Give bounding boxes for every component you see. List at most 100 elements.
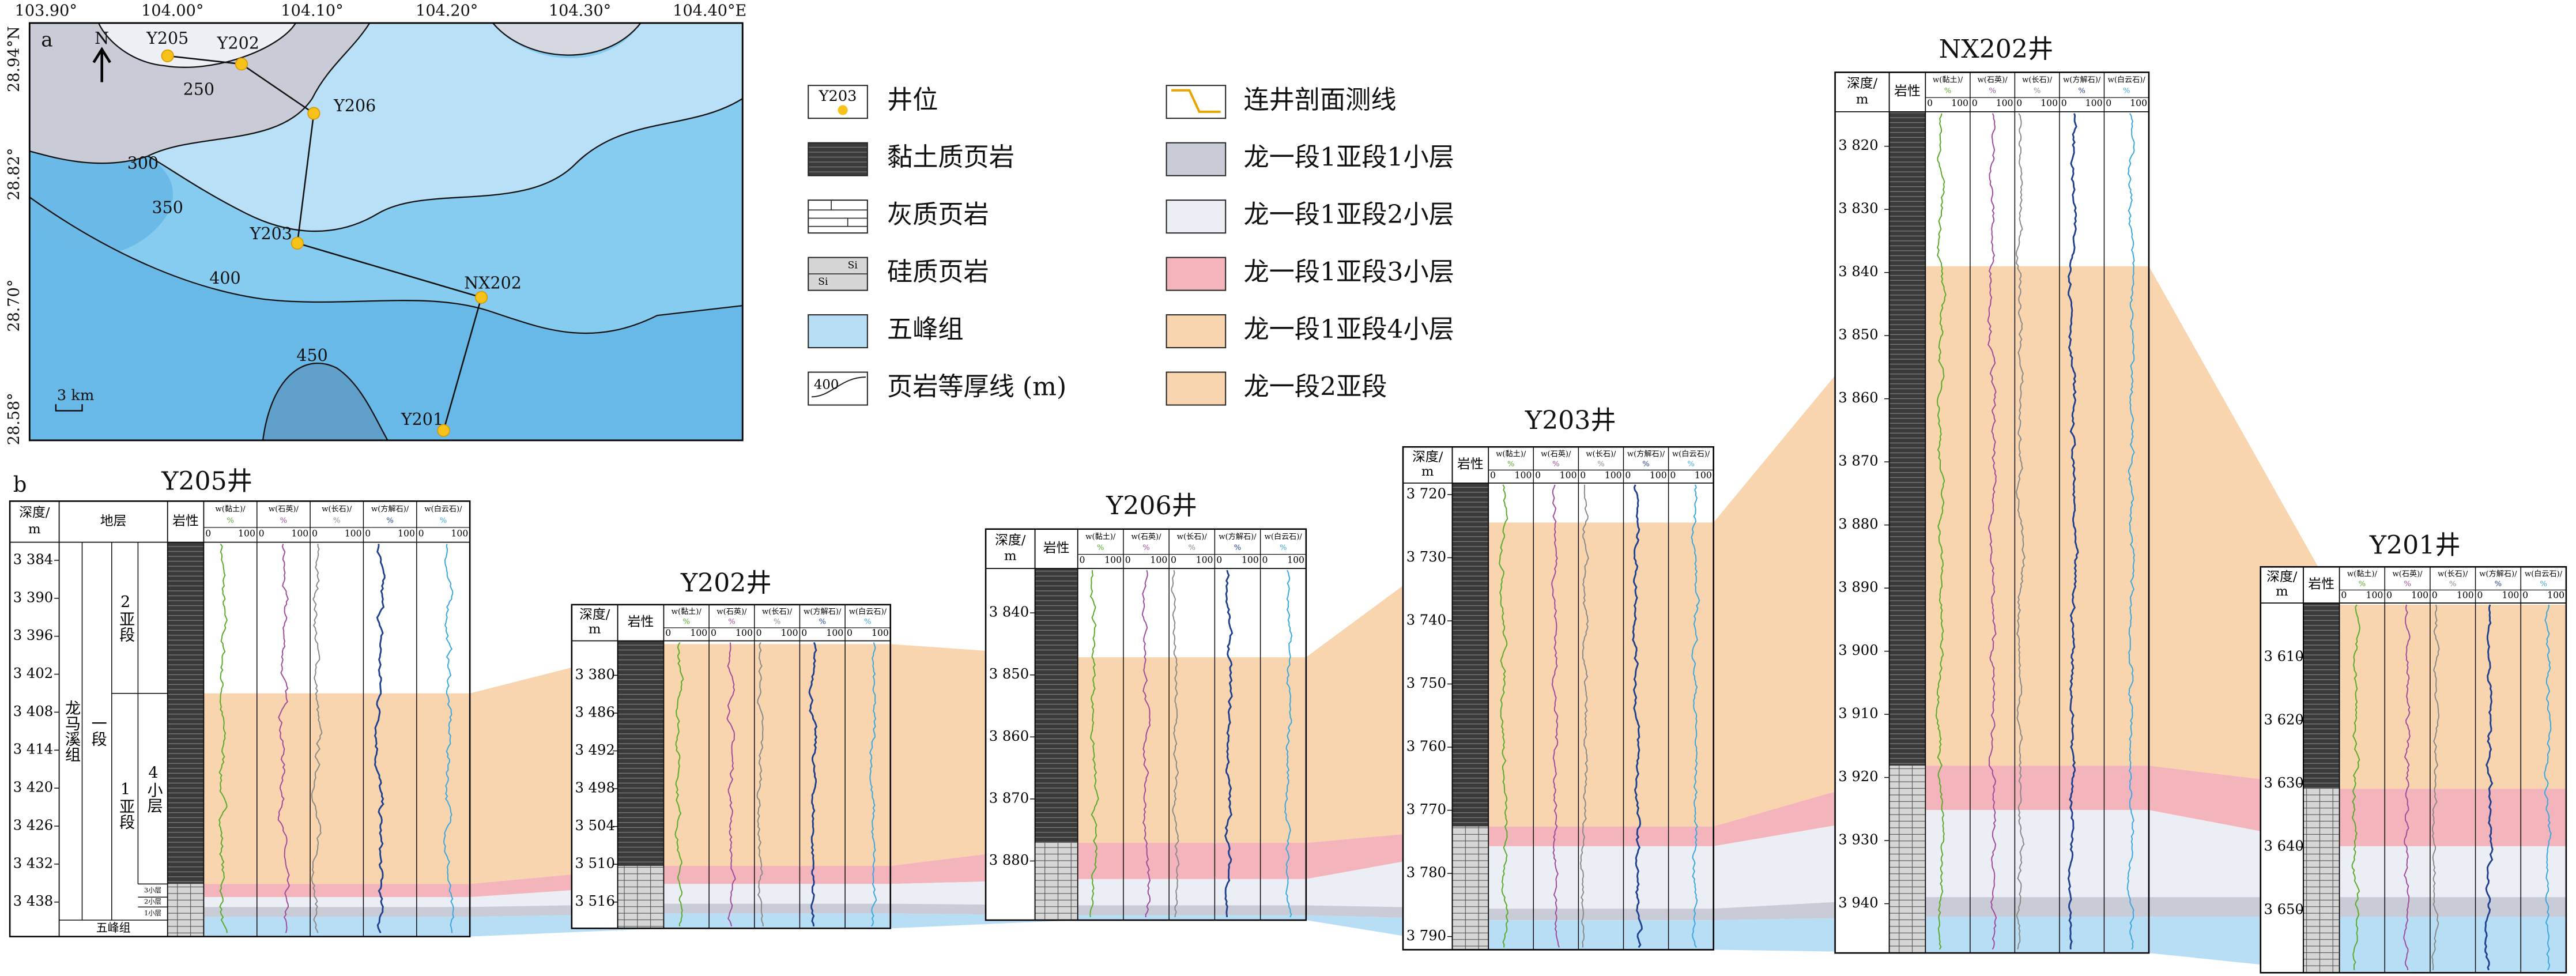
legend-swatch — [1166, 314, 1227, 349]
legend-swatch — [808, 314, 868, 349]
legend-swatch — [808, 142, 868, 176]
column-header: % — [2123, 87, 2130, 96]
log-curve — [277, 544, 290, 933]
depth-tick-label: 3 486 — [575, 704, 615, 720]
stratigraphic-band — [203, 266, 2566, 884]
header-bg — [1835, 72, 2149, 112]
scale-label: 0 — [711, 627, 716, 638]
log-curve — [374, 544, 386, 933]
legend-label: 页岩等厚线 (m) — [887, 372, 1066, 402]
depth-tick-label: 3 510 — [575, 856, 615, 872]
header: 岩性 — [172, 514, 199, 529]
scale-label: 0 — [259, 527, 265, 538]
legend-item: 灰质页岩 — [808, 199, 989, 234]
column-header: w(长石)/ — [2438, 569, 2468, 578]
column-header: % — [280, 517, 287, 525]
well-marker — [291, 236, 304, 250]
scale-label: 100 — [1996, 97, 2013, 108]
scale-label: 100 — [1605, 469, 1622, 480]
strata-label: 4小层 — [145, 764, 163, 813]
label: Y201 — [401, 410, 443, 429]
legend-symbol — [838, 105, 848, 115]
lithology — [1452, 483, 1489, 827]
header: 岩性 — [2308, 577, 2334, 592]
stratigraphic-band — [203, 913, 2566, 973]
depth-tick-label: 3 414 — [13, 741, 53, 758]
depth-tick-label: 3 890 — [1838, 579, 1878, 596]
column-header: % — [1597, 460, 1604, 469]
scale-label: 0 — [1490, 469, 1496, 480]
column-header: w(石英)/ — [2393, 569, 2423, 578]
label: 104.30° — [549, 2, 611, 20]
strata-label: 1小层 — [144, 909, 161, 917]
well-frame — [1834, 71, 2150, 954]
depth-tick-label: 3 830 — [1838, 201, 1878, 217]
label: Y202 — [217, 33, 259, 52]
legend-label: 龙一段1亚段4小层 — [1244, 315, 1454, 344]
column-header: w(长石)/ — [322, 504, 352, 514]
log-curve — [2484, 604, 2494, 971]
scale-label: 0 — [665, 627, 671, 638]
legend-item: 连井剖面测线 — [1166, 85, 1396, 119]
depth-tick-label: 3 432 — [13, 855, 53, 871]
depth-tick-label: 3 770 — [1406, 801, 1446, 817]
label: 250 — [183, 80, 214, 99]
well-frame — [1402, 446, 1714, 951]
depth-tick-label: 3 880 — [1838, 516, 1878, 532]
log-curve — [2015, 113, 2026, 950]
lithology — [617, 640, 664, 866]
column-header: w(石英)/ — [716, 607, 747, 616]
label: 104.40°E — [673, 2, 746, 20]
depth-tick-label: 3 492 — [575, 742, 615, 758]
depth-tick-label: 3 850 — [1838, 327, 1878, 343]
well-marker — [235, 58, 248, 71]
column-header: % — [1097, 544, 1104, 552]
depth-tick-label: 3 390 — [13, 589, 53, 605]
depth-tick-label: 3 498 — [575, 780, 615, 796]
column-header: w(白云石)/ — [2525, 569, 2563, 578]
label: 450 — [296, 346, 327, 365]
depth-tick-label: 3 438 — [13, 893, 53, 909]
column-header: w(白云石)/ — [849, 607, 887, 616]
label: 350 — [152, 198, 183, 217]
legend-swatch — [1166, 257, 1227, 291]
well-title: NX202井 — [1939, 35, 2054, 64]
log-curve — [443, 544, 455, 933]
log-curve — [2067, 113, 2079, 949]
header: 地层 — [100, 514, 127, 529]
strata-label: 一段 — [89, 715, 107, 747]
column-header: w(白云石)/ — [424, 504, 462, 514]
header-bg — [10, 501, 470, 542]
column-header: w(石英)/ — [269, 504, 299, 514]
scale-label: 0 — [1625, 469, 1631, 480]
log-curve — [756, 642, 764, 926]
legend-swatch — [808, 85, 868, 119]
lithology — [1035, 843, 1078, 921]
label: 28.94°N — [5, 26, 23, 92]
depth-tick-label: 3 930 — [1838, 832, 1878, 848]
scale-label: 0 — [1262, 554, 1268, 565]
well-title: Y206井 — [1106, 491, 1197, 521]
scale-label: 100 — [291, 527, 308, 538]
legend-label: 灰质页岩 — [887, 200, 989, 229]
label: NX202 — [464, 274, 522, 293]
legend-label: 龙一段1亚段3小层 — [1244, 258, 1454, 287]
column-header: % — [774, 617, 780, 626]
legend-symbol — [1171, 89, 1221, 113]
legend-symbol-text: 400 — [814, 377, 839, 392]
column-header: w(黏土)/ — [1496, 449, 1526, 458]
log-curve — [1224, 570, 1234, 918]
header: 深度/ — [579, 608, 610, 623]
label: 28.58° — [5, 393, 23, 445]
column-header: w(长石)/ — [1177, 532, 1208, 541]
depth-tick-label: 3 720 — [1406, 485, 1446, 502]
log-curve — [1935, 113, 1947, 950]
depth-tick-label: 3 610 — [2264, 649, 2303, 665]
legend-item: 龙一段1亚段1小层 — [1166, 142, 1454, 176]
legend-swatch — [1166, 142, 1227, 176]
column-header: % — [1280, 544, 1287, 552]
log-curve — [1632, 484, 1643, 948]
